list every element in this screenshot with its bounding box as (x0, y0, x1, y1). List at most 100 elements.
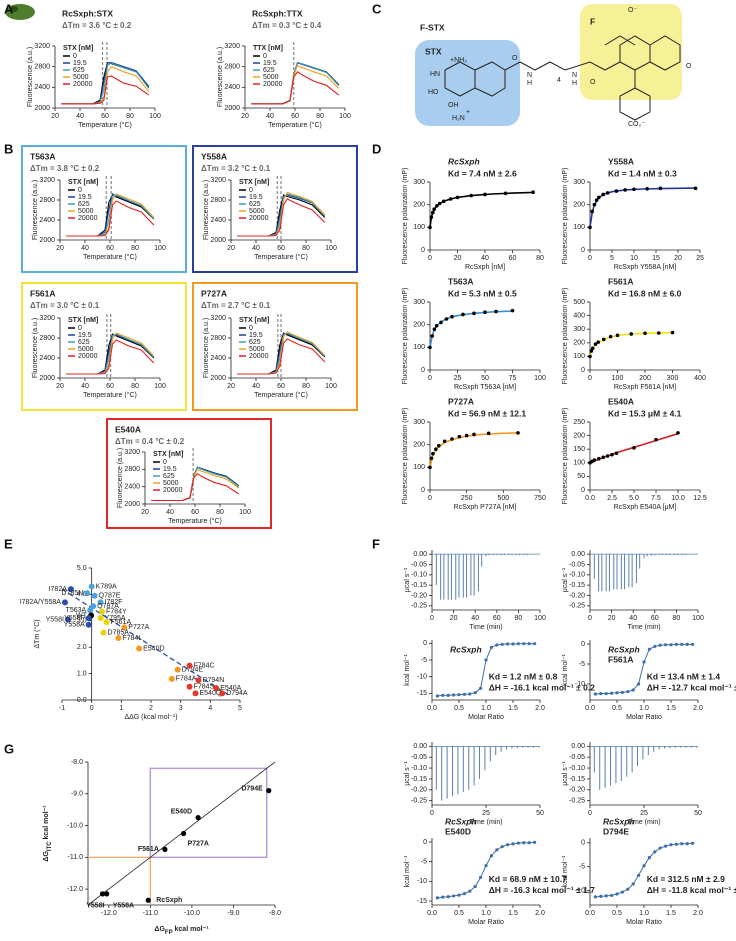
x-tick-label: 400 (694, 375, 706, 382)
point-label: WT (76, 612, 88, 619)
point (588, 354, 592, 359)
y-tick-label: 2800 (39, 335, 55, 342)
chart-title: F561A (30, 288, 56, 298)
point (669, 843, 673, 847)
point (489, 645, 493, 649)
y-tick-label: -8.0 (71, 759, 83, 766)
point (626, 690, 630, 694)
point (484, 658, 488, 662)
x-tick-label: 40 (81, 383, 89, 390)
x-axis-label: Temperature (°C) (268, 121, 322, 129)
atom-label: O⁻ (628, 7, 637, 14)
point (511, 642, 515, 646)
y-tick-label: -0.10 (569, 765, 585, 772)
x-tick-label: 60 (291, 113, 299, 120)
point (674, 842, 679, 846)
panel-frame (192, 282, 358, 411)
point (680, 842, 684, 846)
point (469, 193, 474, 198)
point (97, 599, 104, 606)
y-tick-label: -9.0 (71, 791, 83, 798)
legend-label: 5000 (163, 480, 179, 487)
bond (474, 61, 506, 97)
kd-label: Kd = 68.9 nM ± 10.7 (489, 874, 567, 884)
point (461, 312, 465, 317)
point (483, 310, 487, 315)
point (462, 692, 466, 696)
atom-label: + (466, 109, 470, 116)
x-tick-label: 50 (536, 810, 544, 817)
point (473, 884, 477, 889)
x-axis-label: Time (min) (627, 624, 660, 631)
chart-title: F561A (608, 276, 634, 286)
y-tick-label: -11.0 (68, 854, 84, 861)
point (85, 621, 92, 628)
point (431, 451, 435, 456)
y-axis-label-part: ITC (47, 841, 53, 851)
chart-title: P727A (201, 288, 227, 298)
y-tick-label: 300 (573, 179, 585, 186)
x-axis-label: Temperature (°C) (83, 391, 137, 399)
point (653, 850, 657, 854)
y-tick-label: -0.05 (569, 754, 585, 761)
x-tick-label: 0.0 (427, 705, 437, 712)
chart-title: E540A (115, 424, 141, 434)
chart-subtitle: Kd = 1.4 nM ± 0.3 (608, 168, 677, 178)
x-tick-label: 60 (191, 509, 199, 516)
chart-title: Y558A (201, 151, 227, 161)
point-label: D794N (202, 677, 224, 684)
x-axis-label: Time (min) (469, 819, 502, 826)
point (601, 337, 606, 342)
x-axis-label: Time (min) (627, 819, 660, 826)
y-tick-label: 3200 (210, 177, 226, 184)
y-tick-label: -5 (421, 858, 427, 865)
point (597, 456, 601, 461)
x-tick-label: 0.5 (612, 705, 622, 712)
atom-label: N (572, 72, 577, 79)
chart-title: RcSxph:STX (62, 8, 113, 18)
point (632, 446, 636, 450)
y-tick-label: 2800 (224, 64, 240, 71)
atom-label: O (512, 55, 518, 62)
melt-curve (61, 75, 150, 105)
atom-label: OH (448, 102, 459, 109)
x-tick-label: 80 (316, 113, 324, 120)
point (168, 675, 175, 682)
point (87, 607, 94, 614)
point (84, 590, 91, 597)
panel-frame (192, 145, 358, 273)
point (670, 330, 675, 335)
point (614, 451, 619, 456)
x-tick-label: 0.5 (454, 910, 464, 917)
y-tick-label: 300 (573, 326, 585, 333)
x-tick-label: 25 (696, 255, 704, 262)
point (435, 694, 439, 698)
legend-title: STX [nM] (153, 451, 183, 458)
y-tick-label: -0.10 (411, 765, 427, 772)
x-axis-label: Time (min) (469, 624, 502, 631)
x-tick-label: 20 (56, 245, 64, 252)
y-tick-label: 0 (423, 640, 427, 647)
point (64, 616, 71, 623)
point (516, 642, 521, 646)
x-tick-label: 50 (694, 810, 702, 817)
fit-curve (429, 432, 519, 468)
x-tick-label: 20 (227, 245, 235, 252)
point (115, 634, 122, 641)
y-tick-label: 0.00 (413, 551, 427, 558)
y-axis-label: Fluorescence polarization (mP) (562, 168, 569, 265)
x-tick-label: 0.5 (454, 705, 464, 712)
y-axis-label: Fluorescence polarization (mP) (402, 408, 409, 505)
point (623, 188, 627, 192)
x-tick-label: 0 (428, 375, 432, 382)
y-tick-label: 100 (573, 224, 585, 231)
legend-label: 19.5 (73, 60, 87, 67)
point-label: F784A (176, 676, 197, 683)
f-box (580, 4, 682, 100)
point (103, 619, 110, 626)
y-tick-label: -5 (579, 661, 585, 668)
y-axis-label: μcal s⁻¹ (562, 761, 569, 786)
point (136, 645, 143, 652)
y-axis-label-part: ΔG (43, 851, 50, 862)
y-tick-label: 0.00 (413, 743, 427, 750)
